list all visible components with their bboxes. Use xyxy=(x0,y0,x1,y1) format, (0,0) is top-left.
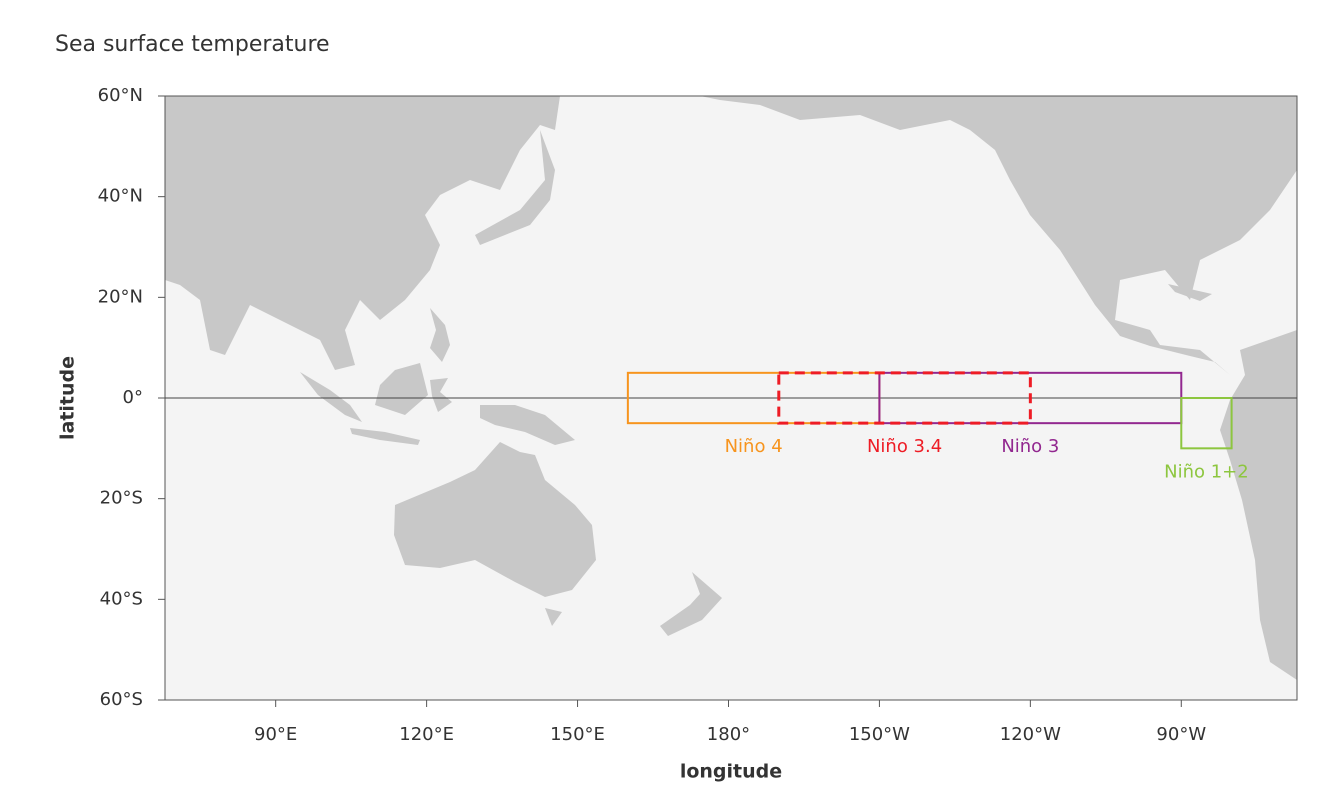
x-tick-label: 120°E xyxy=(399,724,454,745)
x-tick-label: 90°W xyxy=(1156,724,1206,745)
y-tick-label: 40°N xyxy=(98,186,143,207)
asia xyxy=(165,96,560,370)
y-tick-label: 0° xyxy=(123,387,143,408)
japan xyxy=(475,130,555,245)
x-tick-label: 120°W xyxy=(1000,724,1061,745)
south-america xyxy=(1220,330,1297,680)
y-axis-title: latitude xyxy=(57,356,79,440)
x-tick-label: 90°E xyxy=(254,724,297,745)
y-tick-label: 60°N xyxy=(98,85,143,106)
y-tick-label: 20°N xyxy=(98,286,143,307)
chart-title: Sea surface temperature xyxy=(55,32,330,57)
sulawesi xyxy=(430,378,452,412)
x-tick-label: 150°E xyxy=(550,724,605,745)
land xyxy=(165,96,1297,680)
x-axis-title: longitude xyxy=(680,761,782,783)
x-tick-label: 180° xyxy=(707,724,750,745)
nino-region xyxy=(1180,397,1233,450)
cuba xyxy=(1168,284,1212,301)
region-label: Niño 3.4 xyxy=(867,436,942,457)
tasmania xyxy=(545,608,562,626)
sumatra xyxy=(300,372,362,422)
region-label: Niño 4 xyxy=(725,436,783,457)
y-tick-label: 60°S xyxy=(100,689,143,710)
x-tick-label: 150°W xyxy=(849,724,910,745)
australia xyxy=(394,442,596,597)
philippines xyxy=(430,308,450,362)
region-label: Niño 3 xyxy=(1001,436,1059,457)
new-guinea xyxy=(480,405,575,445)
new-zealand xyxy=(660,572,722,636)
borneo xyxy=(375,363,428,415)
y-tick-label: 40°S xyxy=(100,588,143,609)
nino-region xyxy=(777,371,1032,425)
java xyxy=(350,428,420,445)
y-tick-label: 20°S xyxy=(100,488,143,509)
region-label: Niño 1+2 xyxy=(1164,461,1249,482)
north-america xyxy=(700,96,1297,375)
